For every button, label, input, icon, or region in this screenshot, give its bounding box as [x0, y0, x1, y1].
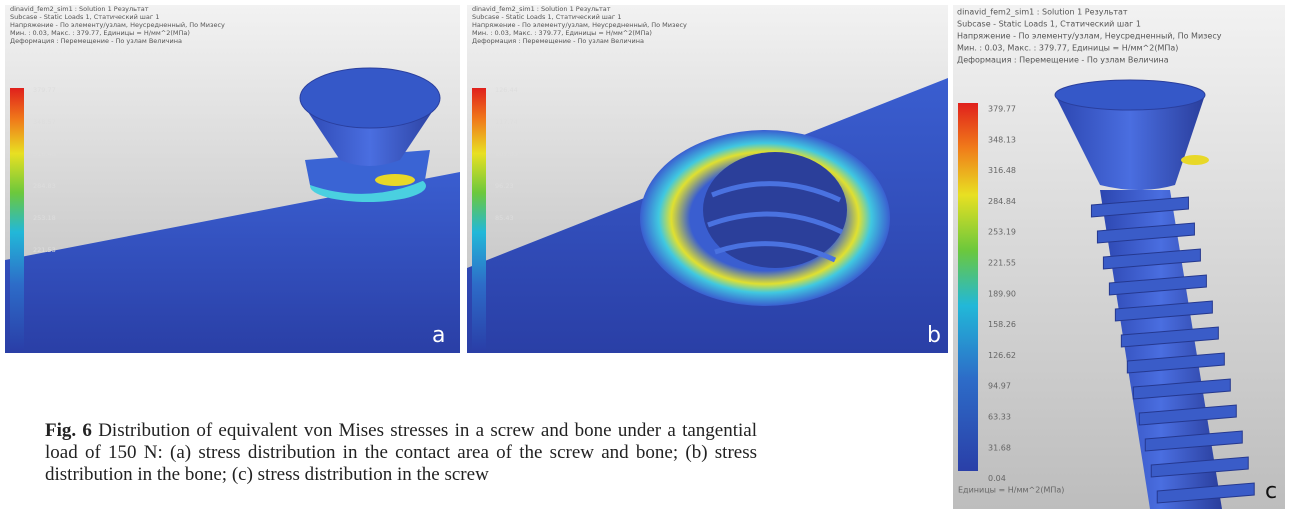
result-header: Subcase - Static Loads 1, Статический ша…	[472, 13, 621, 21]
result-header: Напряжение - По элементу/узлам, Неусредн…	[472, 21, 687, 29]
legend-value: 126.62	[988, 351, 1016, 360]
legend-value: 284.84	[988, 197, 1016, 206]
panel-letter: a	[432, 323, 445, 348]
result-header: Деформация : Перемещение - По узлам Вели…	[957, 56, 1169, 65]
caption-label: Fig. 6	[45, 420, 92, 441]
legend-units: Единицы = Н/мм^2(МПа)	[958, 486, 1064, 495]
legend-value: 316.48	[33, 150, 56, 158]
result-header: dinavid_fem2_sim1 : Solution 1 Результат	[957, 8, 1128, 17]
legend-value: 96.23	[495, 182, 514, 190]
result-header: Мин. : 0.03, Макс. : 379.77, Единицы = Н…	[10, 29, 190, 37]
legend-value: 85.43	[495, 214, 514, 222]
result-header: Мин. : 0.03, Макс. : 379.77, Единицы = Н…	[472, 29, 652, 37]
color-bar	[958, 103, 978, 471]
panel-letter: c	[1265, 479, 1277, 504]
legend-value: 94.97	[988, 382, 1011, 391]
result-header: Мин. : 0.03, Макс. : 379.77, Единицы = Н…	[957, 44, 1178, 53]
legend-value: 0.04	[988, 474, 1006, 483]
caption-text: Distribution of equivalent von Mises str…	[45, 420, 757, 485]
color-bar	[10, 88, 24, 350]
panel-b	[467, 5, 948, 353]
stress-hotspot	[375, 174, 415, 186]
legend-value: 284.83	[33, 182, 56, 190]
legend-value: 348.57	[33, 118, 56, 126]
legend-value: 126.44	[495, 86, 518, 94]
result-header: Деформация : Перемещение - По узлам Вели…	[472, 37, 644, 45]
panel-letter: b	[927, 323, 941, 348]
result-header: Subcase - Static Loads 1, Статический ша…	[957, 20, 1141, 29]
panel-a	[5, 5, 460, 353]
legend-value: 348.13	[988, 135, 1016, 144]
legend-value: 379.77	[33, 86, 56, 94]
legend-value: 63.33	[988, 413, 1011, 422]
legend-value: 253.19	[988, 228, 1016, 237]
legend-value: 158.26	[988, 320, 1016, 329]
caption: Fig. 6 Distribution of equivalent von Mi…	[45, 420, 757, 486]
result-header: Напряжение - По элементу/узлам, Неусредн…	[10, 21, 225, 29]
legend-value: 189.90	[988, 289, 1016, 298]
legend-value: 253.18	[33, 214, 56, 222]
result-header: Subcase - Static Loads 1, Статический ша…	[10, 13, 159, 21]
legend-value: 221.53	[33, 246, 56, 254]
result-header: Деформация : Перемещение - По узлам Вели…	[10, 37, 182, 45]
panel-c	[953, 5, 1285, 509]
screw-head	[300, 68, 440, 128]
result-header: dinavid_fem2_sim1 : Solution 1 Результат	[10, 5, 149, 13]
legend-value: 31.68	[988, 443, 1011, 452]
result-header: Напряжение - По элементу/узлам, Неусредн…	[957, 32, 1222, 41]
stress-hotspot	[1181, 155, 1209, 165]
legend-value: 117.74	[495, 118, 518, 126]
result-header: dinavid_fem2_sim1 : Solution 1 Результат	[472, 5, 611, 13]
screw-head	[1055, 80, 1205, 110]
color-bar	[472, 88, 486, 350]
legend-value: 107.03	[495, 150, 518, 158]
legend-value: 316.48	[988, 166, 1016, 175]
legend-value: 221.55	[988, 259, 1016, 268]
page: dinavid_fem2_sim1 : Solution 1 Результат…	[0, 0, 1289, 509]
legend-value: 379.77	[988, 105, 1016, 114]
